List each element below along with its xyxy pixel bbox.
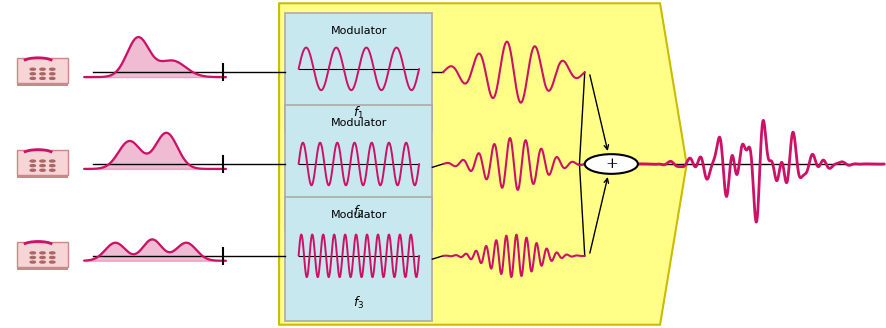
- Polygon shape: [17, 150, 68, 175]
- Circle shape: [30, 252, 35, 254]
- Circle shape: [50, 165, 55, 167]
- Circle shape: [585, 154, 638, 174]
- Circle shape: [50, 252, 55, 254]
- Circle shape: [50, 256, 55, 258]
- Bar: [17, 83, 68, 86]
- Polygon shape: [17, 58, 68, 83]
- Circle shape: [40, 68, 45, 70]
- Bar: [285, 105, 432, 230]
- Text: $f_1$: $f_1$: [354, 105, 364, 121]
- Bar: [17, 175, 68, 178]
- Circle shape: [40, 77, 45, 79]
- Circle shape: [40, 252, 45, 254]
- Bar: [285, 13, 432, 131]
- Text: +: +: [605, 157, 618, 171]
- Text: Modulator: Modulator: [330, 118, 387, 128]
- Circle shape: [30, 68, 35, 70]
- Circle shape: [40, 73, 45, 75]
- Circle shape: [40, 160, 45, 162]
- Circle shape: [30, 77, 35, 79]
- Text: Modulator: Modulator: [330, 26, 387, 36]
- Circle shape: [30, 165, 35, 167]
- Circle shape: [50, 160, 55, 162]
- Circle shape: [50, 261, 55, 263]
- Circle shape: [30, 160, 35, 162]
- Circle shape: [40, 169, 45, 171]
- Bar: [285, 197, 432, 321]
- Circle shape: [30, 169, 35, 171]
- Polygon shape: [279, 3, 687, 325]
- Bar: [17, 267, 68, 270]
- Text: $f_3$: $f_3$: [354, 295, 364, 312]
- Circle shape: [40, 165, 45, 167]
- Text: $f_2$: $f_2$: [354, 203, 364, 220]
- Circle shape: [30, 261, 35, 263]
- Circle shape: [50, 73, 55, 75]
- Circle shape: [40, 261, 45, 263]
- Polygon shape: [17, 242, 68, 267]
- Circle shape: [50, 77, 55, 79]
- Circle shape: [50, 68, 55, 70]
- Circle shape: [40, 256, 45, 258]
- Circle shape: [50, 169, 55, 171]
- Text: Modulator: Modulator: [330, 210, 387, 220]
- Circle shape: [30, 256, 35, 258]
- Circle shape: [30, 73, 35, 75]
